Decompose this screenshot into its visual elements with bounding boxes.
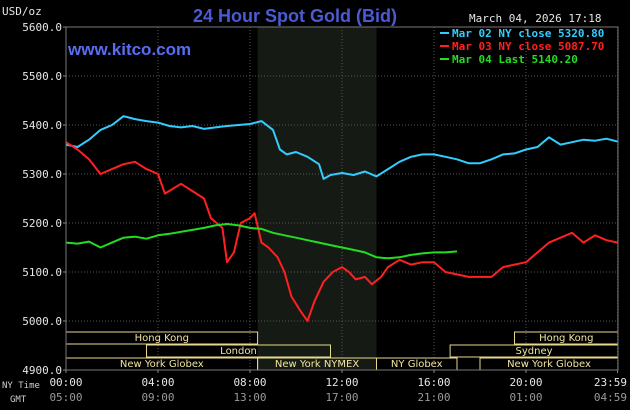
- market-session-label: Hong Kong: [135, 333, 189, 344]
- nymex-session-band: [257, 27, 377, 370]
- x-tick-label-gmt: 13:00: [233, 391, 266, 404]
- y-tick-label: 4900.0: [22, 364, 62, 377]
- x-axis: NY Time GMT 00:00 05:00 04:00 09:00 08:00 13:00…: [2, 370, 627, 405]
- x-tick-label-gmt: 05:00: [49, 391, 82, 404]
- gmt-label: GMT: [10, 395, 27, 405]
- x-tick-label-ny: 23:59: [594, 376, 627, 389]
- market-session-label: NY Globex: [391, 359, 443, 370]
- y-tick-label: 5300.0: [22, 168, 62, 181]
- x-tick-label-ny: 04:00: [141, 376, 174, 389]
- market-session-label: Hong Kong: [539, 333, 593, 344]
- legend-label: Mar 03 NY close 5087.70: [452, 40, 604, 53]
- y-tick-label: 5200.0: [22, 217, 62, 230]
- market-session-label: New York Globex: [120, 359, 204, 370]
- market-sessions: Hong Kong Hong Kong London Sydney New York G…: [65, 331, 619, 371]
- y-tick-label: 5500.0: [22, 70, 62, 83]
- x-tick-label-gmt: 04:59: [594, 391, 627, 404]
- plot-frame: [65, 26, 619, 371]
- x-tick-label-ny: 00:00: [49, 376, 82, 389]
- series-line-0: [65, 115, 619, 180]
- x-tick-label-ny: 20:00: [509, 376, 542, 389]
- market-session-label: New York Globex: [507, 359, 591, 370]
- market-session-label: Sydney: [516, 346, 553, 357]
- market-session-label: London: [220, 346, 257, 357]
- y-tick-label: 5600.0: [22, 21, 62, 34]
- x-tick-label-ny: 16:00: [417, 376, 450, 389]
- x-tick-label-gmt: 01:00: [509, 391, 542, 404]
- x-tick-label-ny: 12:00: [325, 376, 358, 389]
- chart-title: 24 Hour Spot Gold (Bid): [193, 6, 397, 26]
- site-link[interactable]: www.kitco.com: [67, 40, 191, 59]
- market-session-bar: [146, 344, 331, 358]
- legend-label: Mar 02 NY close 5320.80: [452, 27, 604, 40]
- series-line-2: [65, 223, 458, 260]
- legend-label: Mar 04 Last 5140.20: [452, 53, 578, 66]
- series-line-1: [65, 141, 619, 322]
- x-tick-label-gmt: 09:00: [141, 391, 174, 404]
- ny-time-label: NY Time: [2, 381, 40, 391]
- x-tick-label-gmt: 17:00: [325, 391, 358, 404]
- y-unit-label: USD/oz: [2, 5, 42, 18]
- x-tick-label-gmt: 21:00: [417, 391, 450, 404]
- x-tick-label-ny: 08:00: [233, 376, 266, 389]
- y-tick-label: 5400.0: [22, 119, 62, 132]
- series-layer: [65, 115, 619, 322]
- timestamp: March 04, 2026 17:18: [469, 12, 601, 25]
- y-tick-label: 5000.0: [22, 315, 62, 328]
- market-session-label: New York NYMEX: [275, 359, 360, 370]
- y-axis: 5600.0 5500.0 5400.0 5300.0 5200.0 5100.0 5000…: [22, 21, 66, 377]
- y-tick-label: 5100.0: [22, 266, 62, 279]
